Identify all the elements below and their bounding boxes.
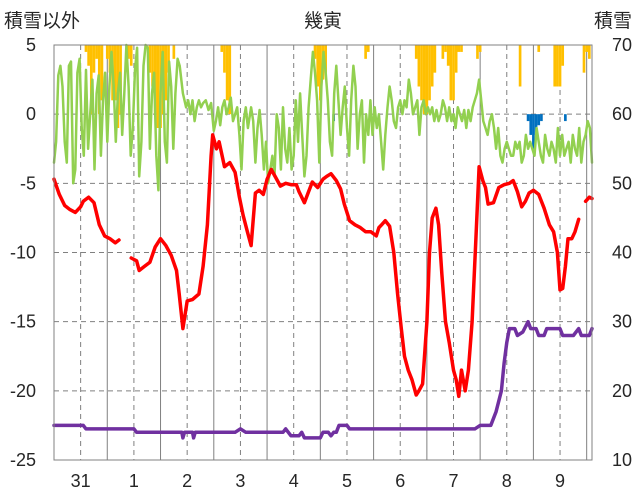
snowfall-bar: [129, 45, 133, 66]
snowfall-bar: [313, 45, 317, 59]
snowfall-bar: [324, 45, 327, 73]
snowfall-bar: [92, 45, 96, 73]
snowfall-bar: [433, 45, 437, 73]
snowfall-bar: [454, 45, 458, 73]
snowfall-bar: [87, 45, 90, 66]
snowfall-bar: [444, 45, 447, 52]
snowfall-bar: [223, 45, 226, 73]
snowfall-bar: [319, 45, 322, 101]
snowfall-bar: [167, 45, 170, 73]
x-tick-label: 7: [448, 471, 458, 491]
snowfall-bar: [228, 45, 232, 115]
snowfall-bar: [156, 45, 160, 128]
y-tick-label-left: 5: [26, 35, 36, 55]
y-tick-label-right: 70: [612, 35, 632, 55]
snowfall-bar: [478, 45, 482, 52]
precip-bar: [532, 114, 535, 149]
snowfall-bar: [476, 45, 479, 59]
snowfall-bar: [414, 45, 418, 59]
precip-bar: [540, 114, 543, 122]
snowfall-bar: [430, 45, 434, 87]
x-tick-label: 4: [289, 471, 299, 491]
snowfall-bar: [84, 45, 88, 52]
x-tick-label: 8: [502, 471, 512, 491]
snowfall-bar: [425, 45, 429, 115]
x-tick-label: 1: [129, 471, 139, 491]
y-tick-label-right: 30: [612, 312, 632, 332]
snowfall-bar: [428, 45, 431, 101]
snowfall-bar: [113, 45, 117, 101]
y-tick-label-right: 50: [612, 173, 632, 193]
snowfall-bar: [151, 45, 154, 87]
snowfall-bar: [556, 45, 559, 87]
y-tick-label-left: -25: [10, 450, 36, 470]
temperature-series-line: [52, 133, 594, 399]
snowfall-bar: [148, 45, 152, 73]
snowfall-bar: [420, 45, 423, 101]
y-tick-label-left: -20: [10, 381, 36, 401]
x-tick-label: 5: [342, 471, 352, 491]
wind-series-line: [52, 43, 594, 192]
snowfall-bar: [441, 45, 445, 59]
snowfall-bar: [585, 45, 589, 52]
y-tick-label-left: -10: [10, 243, 36, 263]
snowfall-bar: [457, 45, 461, 52]
y-axis-label-right: 積雪: [594, 10, 632, 32]
precip-bar: [529, 114, 533, 135]
snowfall-bar: [588, 45, 591, 59]
y-tick-label-left: 0: [26, 104, 36, 124]
snowfall-bar: [446, 45, 450, 66]
x-tick-label: 31: [71, 471, 91, 491]
snowfall-bar: [172, 45, 176, 59]
y-tick-label-right: 60: [612, 104, 632, 124]
snowfall-bar: [561, 45, 565, 66]
plot-frame: [53, 44, 593, 461]
y-axis-label-left: 積雪以外: [4, 10, 80, 32]
y-tick-label-right: 10: [612, 450, 632, 470]
snowfall-bar: [95, 45, 98, 59]
snowfall-bar: [164, 45, 168, 101]
snowfall-bar: [537, 45, 541, 52]
x-tick-label: 9: [555, 471, 565, 491]
snowfall-bar: [225, 45, 229, 101]
snowfall-bar: [220, 45, 224, 52]
x-tick-label: 6: [395, 471, 405, 491]
snowfall-bar: [518, 45, 522, 87]
chart-title: 幾寅: [304, 10, 342, 32]
snowfall-bar: [127, 45, 130, 59]
snowfall-bar: [558, 45, 562, 87]
snowfall-bar: [316, 45, 320, 87]
snowfall-bar: [364, 45, 367, 59]
precip-bar: [564, 114, 567, 122]
snowfall-bar: [105, 45, 109, 59]
precip-bar: [526, 114, 530, 122]
y-tick-label-left: -15: [10, 312, 36, 332]
snowfall-bar: [417, 45, 421, 87]
precip-bar: [537, 114, 541, 126]
y-tick-label-right: 40: [612, 243, 632, 263]
snowfall-bar: [449, 45, 453, 101]
y-tick-label-right: 20: [612, 381, 632, 401]
snowfall-bar: [582, 45, 586, 73]
snowfall-bar: [460, 45, 463, 52]
line-layer: [52, 43, 594, 440]
precip-bar: [534, 114, 538, 135]
x-tick-label: 3: [235, 471, 245, 491]
snow-depth-series-line: [52, 319, 594, 440]
snowfall-bar: [422, 45, 426, 115]
y-tick-label-left: -5: [20, 173, 36, 193]
snowfall-bar: [452, 45, 455, 101]
snowfall-bar: [100, 45, 104, 101]
snowfall-bar: [553, 45, 557, 87]
x-tick-label: 2: [182, 471, 192, 491]
snowfall-bar: [366, 45, 370, 52]
